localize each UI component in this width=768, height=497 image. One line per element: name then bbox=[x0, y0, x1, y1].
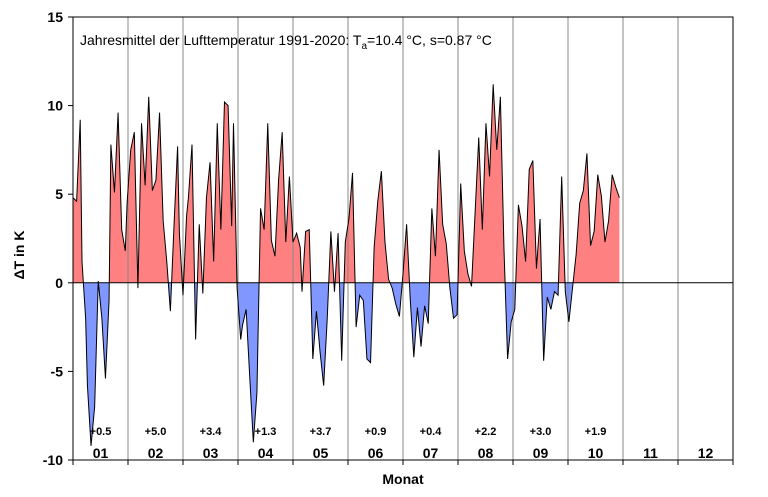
x-tick-label: 09 bbox=[533, 445, 549, 461]
monthly-anomaly-label: +0.4 bbox=[420, 426, 443, 438]
monthly-anomaly-label: +0.5 bbox=[90, 426, 112, 438]
x-axis: 01 02 03 04 05 06 07 08 09 10 11 12 bbox=[72, 445, 734, 465]
x-tick-label: 02 bbox=[148, 445, 164, 461]
positive-anomaly-area bbox=[344, 172, 356, 283]
y-tick-label: 15 bbox=[47, 9, 63, 25]
anomaly-series-line bbox=[72, 84, 620, 446]
x-tick-label: 11 bbox=[643, 445, 658, 461]
negative-anomaly-area bbox=[310, 282, 329, 386]
negative-anomaly-area bbox=[409, 282, 430, 358]
positive-anomaly-area bbox=[302, 229, 311, 283]
positive-anomaly-area bbox=[573, 153, 620, 283]
monthly-anomaly-label: +5.0 bbox=[145, 426, 167, 438]
anomaly-line bbox=[72, 84, 620, 446]
month-grid-lines bbox=[127, 17, 679, 460]
negative-anomaly-area bbox=[565, 282, 574, 322]
y-tick-label: -10 bbox=[43, 452, 63, 468]
positive-anomaly-area bbox=[138, 96, 169, 283]
monthly-anomaly-label: +3.0 bbox=[530, 426, 552, 438]
positive-anomaly-area bbox=[171, 146, 183, 283]
x-tick-label: 08 bbox=[478, 445, 494, 461]
x-tick-label: 12 bbox=[698, 445, 714, 461]
monthly-anomaly-labels: +0.5 +5.0 +3.4 +1.3 +3.7 +0.9 +0.4 +2.2 +3.0 +1.9 bbox=[90, 426, 607, 438]
negative-anomaly-area bbox=[541, 282, 559, 361]
y-axis: -10 -5 0 5 10 15 bbox=[43, 9, 73, 468]
chart-title: Jahresmittel der Lufttemperatur 1991-202… bbox=[80, 32, 492, 52]
positive-anomaly-area bbox=[558, 176, 566, 283]
negative-anomaly-area bbox=[449, 282, 458, 319]
positive-anomaly-area bbox=[515, 160, 542, 283]
x-tick-label: 06 bbox=[368, 445, 384, 461]
monthly-anomaly-label: +1.3 bbox=[255, 426, 277, 438]
x-tick-label: 05 bbox=[313, 445, 329, 461]
positive-anomaly-area bbox=[203, 102, 237, 283]
positive-anomaly-area bbox=[73, 119, 84, 283]
x-tick-label: 04 bbox=[258, 445, 274, 461]
x-tick-label: 01 bbox=[93, 445, 109, 461]
y-tick-label: 0 bbox=[55, 275, 63, 291]
x-tick-label: 10 bbox=[588, 445, 604, 461]
y-tick-label: -5 bbox=[51, 363, 64, 379]
positive-anomaly-area bbox=[457, 183, 471, 283]
positive-anomaly-area bbox=[471, 84, 506, 283]
monthly-anomaly-label: +3.7 bbox=[310, 426, 332, 438]
negative-anomaly-area bbox=[339, 282, 345, 361]
positive-anomaly-area bbox=[328, 231, 334, 283]
monthly-anomaly-label: +3.4 bbox=[200, 426, 223, 438]
positive-anomaly-area bbox=[402, 224, 410, 283]
monthly-anomaly-label: +1.9 bbox=[585, 426, 607, 438]
monthly-anomaly-label: +2.2 bbox=[475, 426, 497, 438]
x-tick-label: 03 bbox=[203, 445, 219, 461]
y-tick-label: 5 bbox=[55, 186, 63, 202]
negative-anomaly-area bbox=[355, 282, 374, 363]
x-axis-title: Monat bbox=[382, 471, 424, 487]
negative-anomaly-area bbox=[236, 282, 260, 443]
positive-anomaly-area bbox=[183, 144, 195, 283]
x-tick-label: 07 bbox=[423, 445, 439, 461]
y-tick-label: 10 bbox=[47, 98, 63, 114]
y-axis-title: ΔT in K bbox=[11, 231, 27, 280]
monthly-anomaly-label: +0.9 bbox=[365, 426, 387, 438]
anomaly-fill-areas bbox=[73, 84, 620, 446]
positive-anomaly-area bbox=[259, 123, 302, 283]
